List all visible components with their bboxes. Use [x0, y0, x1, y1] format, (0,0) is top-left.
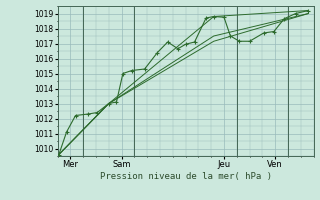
X-axis label: Pression niveau de la mer( hPa ): Pression niveau de la mer( hPa ): [100, 172, 272, 181]
